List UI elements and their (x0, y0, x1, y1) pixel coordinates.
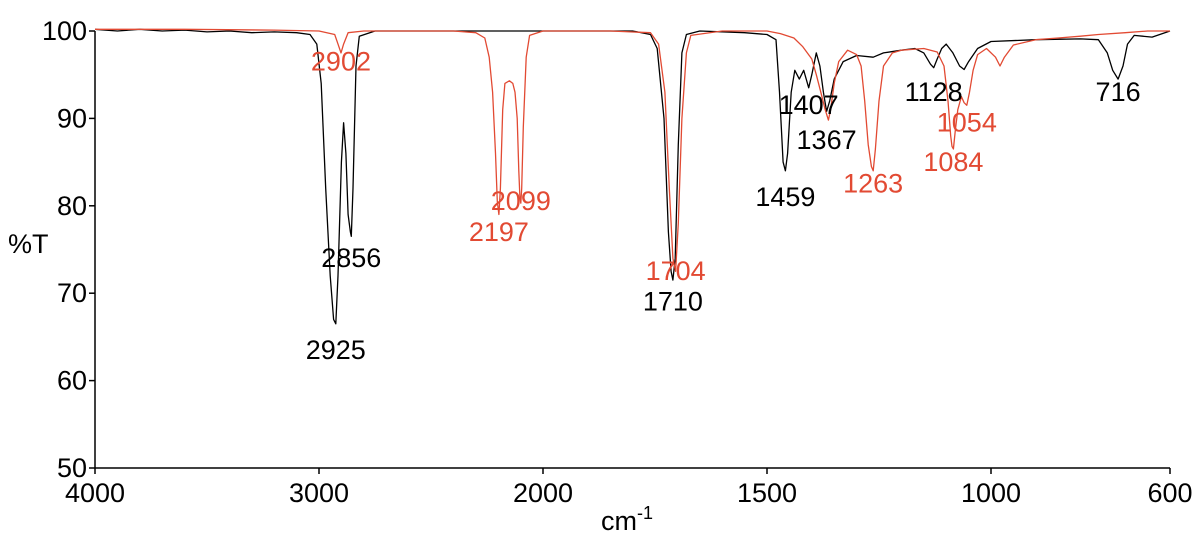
y-tick-label: 60 (57, 366, 87, 396)
y-tick-label: 100 (42, 16, 87, 46)
spectrum-line-2 (95, 28, 1170, 273)
peak-label-716: 716 (1096, 77, 1141, 107)
x-tick-label: 600 (1147, 478, 1192, 508)
peak-label-1704: 1704 (646, 256, 706, 286)
x-tick-label: 1000 (961, 478, 1021, 508)
x-tick-label: 3000 (289, 478, 349, 508)
y-axis-title: %T (8, 229, 49, 259)
y-tick-label: 80 (57, 191, 87, 221)
spectrum-line-1 (94, 28, 1171, 325)
y-tick-label: 50 (57, 453, 87, 483)
peak-label-2856: 2856 (321, 243, 381, 273)
peak-label-1367: 1367 (797, 125, 857, 155)
ticks-layer: 50 60 70 80 90 100 4000 3000 2000 1500 1000 600 (42, 16, 1193, 508)
y-tick-label: 70 (57, 278, 87, 308)
peak-label-2197: 2197 (469, 217, 529, 247)
x-axis-title-main: cm (601, 506, 637, 536)
axes-layer (94, 31, 1170, 469)
peak-label-1710: 1710 (643, 287, 703, 317)
series-layer (94, 28, 1171, 325)
peak-label-2925: 2925 (306, 335, 366, 365)
x-axis-title-superscript: -1 (637, 503, 653, 523)
peak-label-1054: 1054 (937, 108, 997, 138)
y-tick-label: 90 (57, 103, 87, 133)
x-tick-label: 4000 (65, 478, 125, 508)
peak-label-1084: 1084 (923, 147, 983, 177)
peak-label-2099: 2099 (491, 186, 551, 216)
peak-label-1128: 1128 (905, 77, 963, 107)
peak-label-2902: 2902 (311, 46, 371, 76)
x-axis-title: cm-1 (601, 503, 653, 536)
peak-label-1407: 1407 (779, 90, 839, 120)
peak-label-1459: 1459 (755, 182, 815, 212)
x-tick-label: 2000 (513, 478, 573, 508)
peak-label-1263: 1263 (843, 169, 903, 199)
x-tick-label: 1500 (737, 478, 797, 508)
